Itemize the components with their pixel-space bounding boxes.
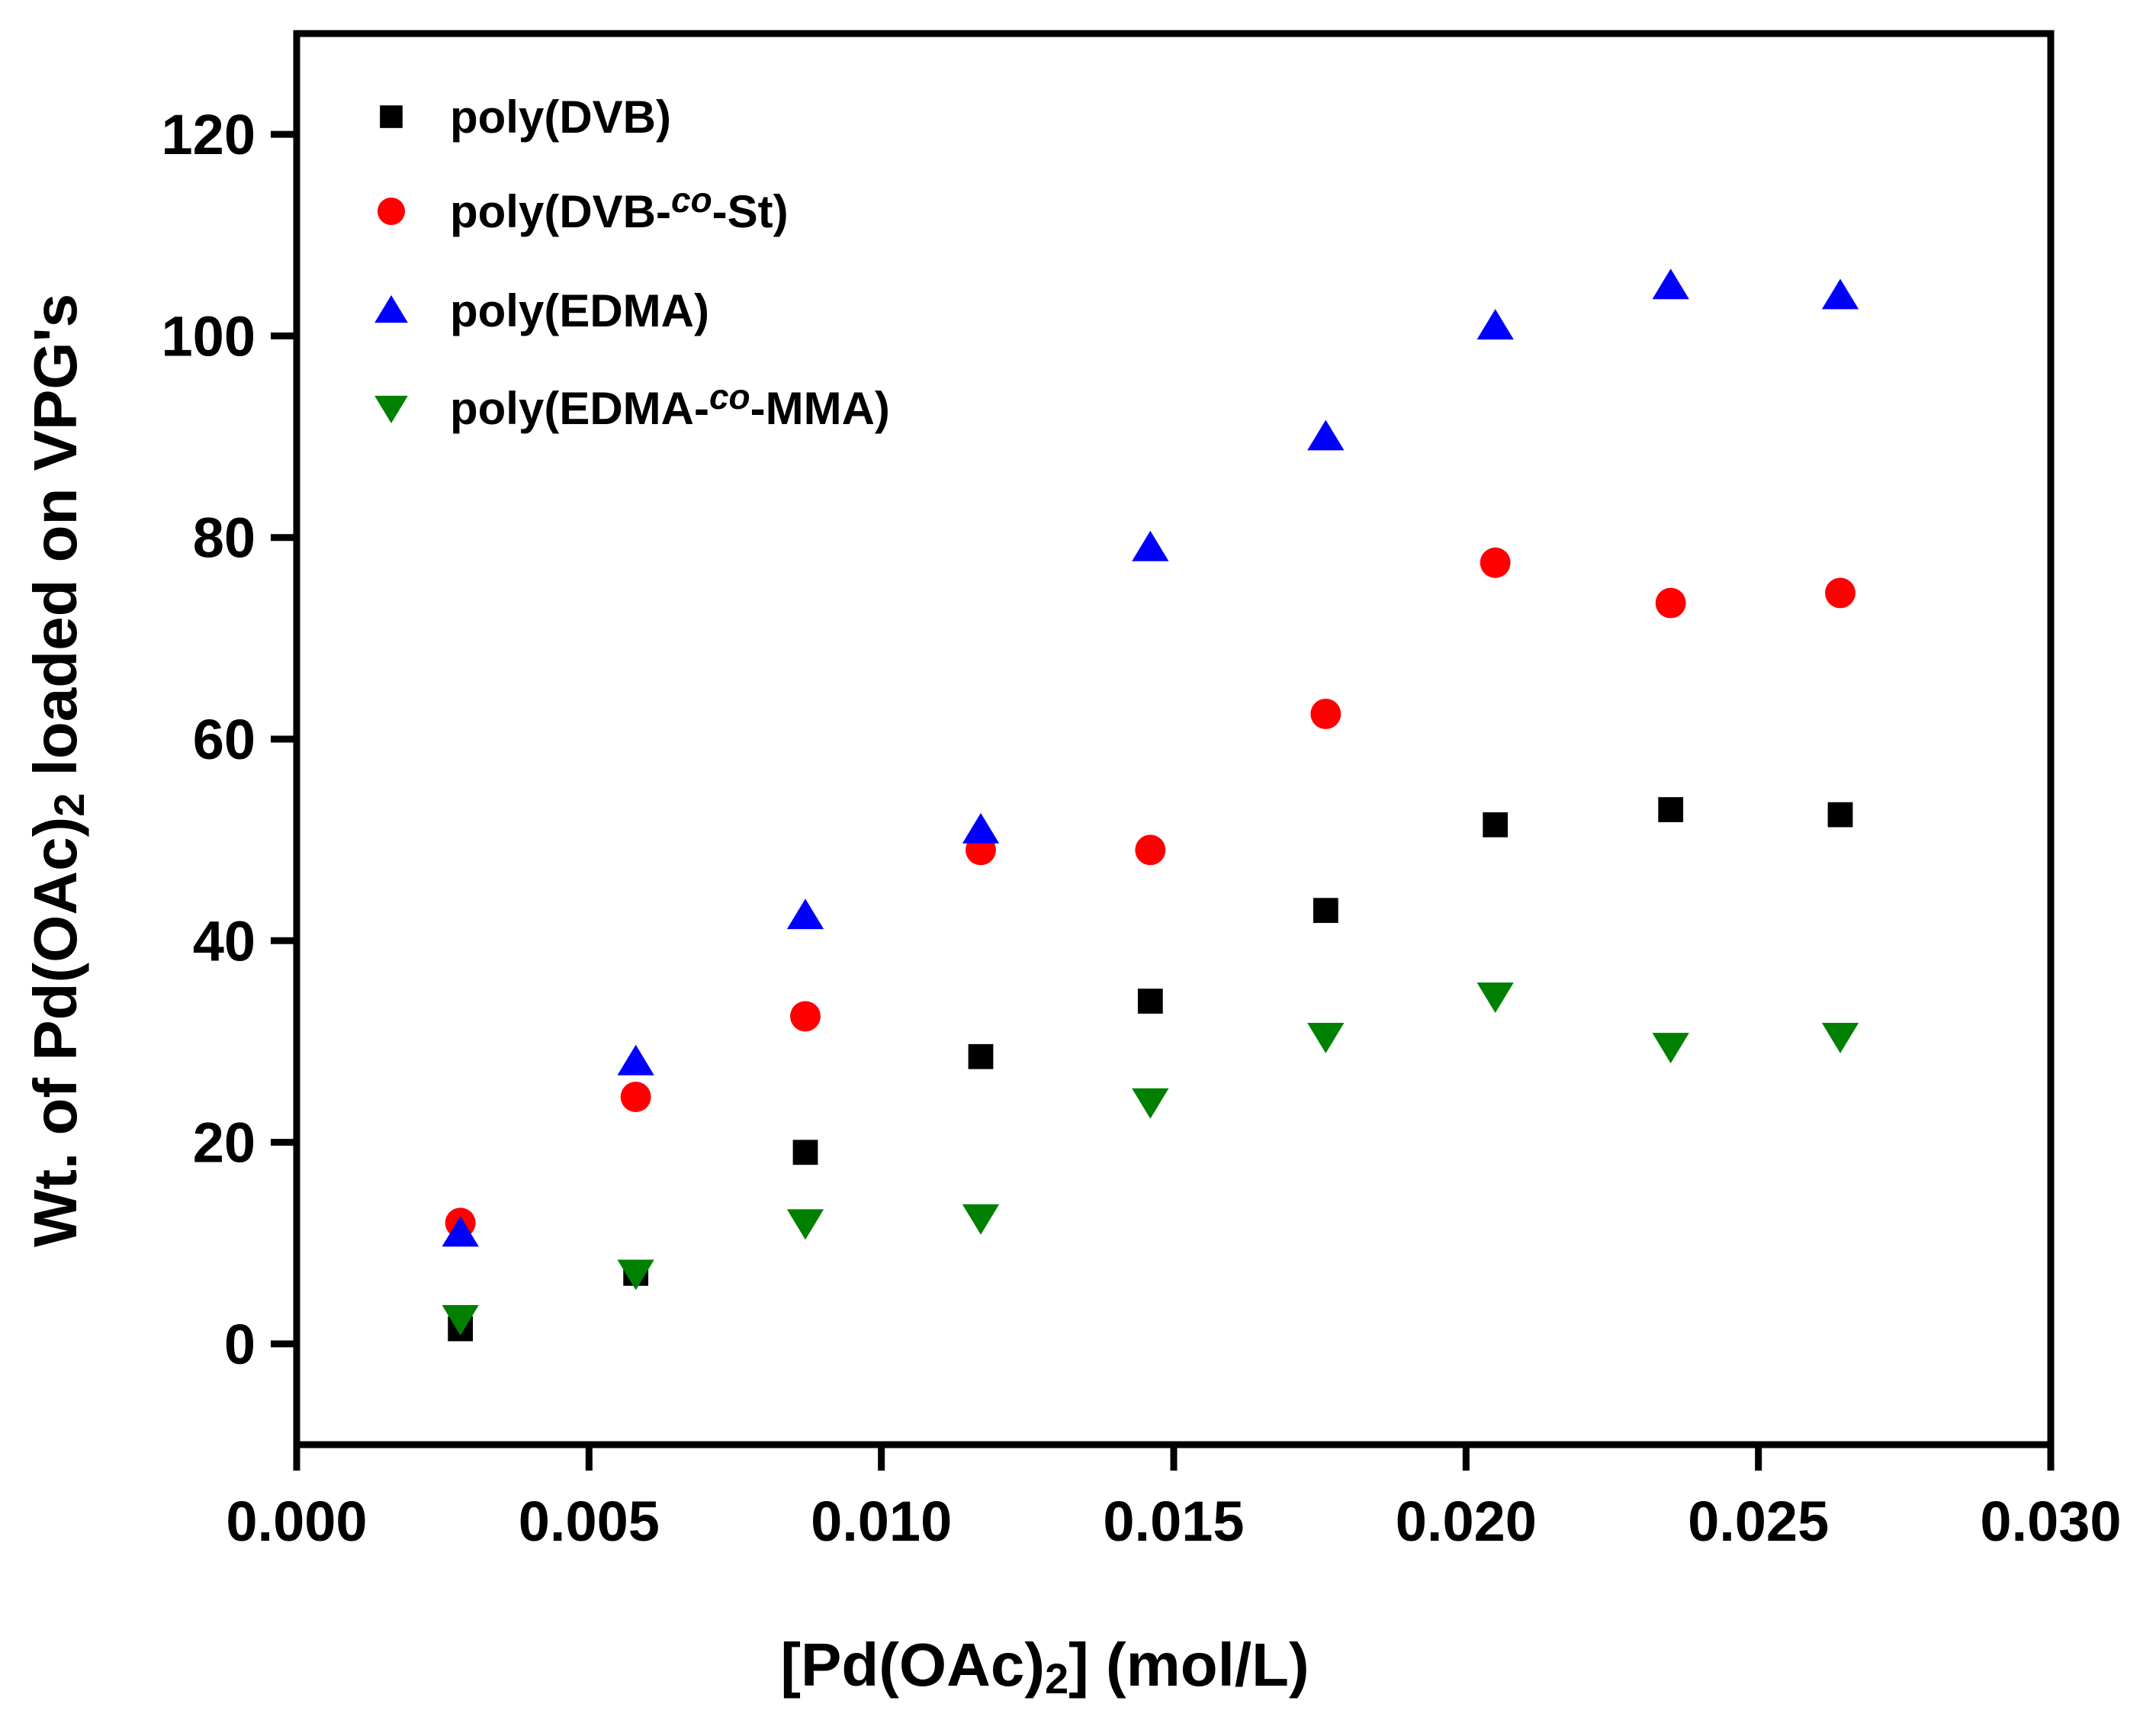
data-point-square	[1137, 989, 1163, 1014]
y-axis-title: Wt. of Pd(OAc)2 loaded on VPG's	[21, 294, 93, 1247]
x-axis-title-sub: 2	[1045, 1654, 1068, 1702]
legend-marker-square	[380, 105, 403, 128]
data-point-triangle-up	[617, 1044, 654, 1075]
legend-label: poly(EDMA)	[450, 285, 709, 336]
legend-marker-circle	[377, 197, 406, 226]
data-point-triangle-up	[442, 1216, 479, 1247]
x-axis-title: [Pd(OAc)2] (mol/L)	[780, 1631, 1309, 1702]
data-point-triangle-down	[1307, 1022, 1345, 1053]
y-tick-label: 100	[162, 304, 255, 368]
data-point-triangle-down	[1476, 982, 1514, 1014]
data-point-circle	[1655, 587, 1686, 619]
data-point-triangle-down	[1652, 1033, 1689, 1064]
x-tick-label: 0.030	[1980, 1490, 2121, 1553]
data-point-square	[968, 1043, 994, 1069]
x-tick-label: 0.010	[811, 1490, 952, 1553]
data-point-circle	[1135, 834, 1166, 866]
x-axis: 0.000 0.005 0.010 0.015 0.020 0.025 0.030	[226, 1445, 2122, 1553]
data-point-triangle-up	[962, 812, 1000, 844]
y-tick-label: 80	[193, 506, 255, 570]
data-point-circle	[1310, 699, 1341, 729]
legend-marker-triangle-up	[374, 295, 408, 323]
y-axis-title-pre: Wt. of Pd(OAc)	[21, 817, 89, 1247]
legend-label: poly(DVB-co-St)	[450, 180, 789, 237]
plot-frame	[293, 30, 2055, 1448]
x-tick-label: 0.005	[519, 1490, 660, 1553]
y-tick-label: 40	[193, 909, 255, 973]
data-point-triangle-up	[1476, 309, 1514, 340]
y-tick-label: 0	[224, 1313, 255, 1376]
x-tick-label: 0.025	[1688, 1490, 1829, 1553]
y-axis-title-post: loaded on VPG's	[21, 294, 89, 793]
data-point-square	[1483, 812, 1509, 837]
data-point-circle	[790, 1001, 821, 1032]
data-point-circle	[1825, 577, 1856, 609]
data-point-triangle-down	[1132, 1088, 1169, 1119]
data-point-triangle-down	[1821, 1022, 1859, 1053]
x-axis-title-pre: [Pd(OAc)	[780, 1631, 1045, 1699]
data-point-square	[1827, 802, 1853, 828]
data-point-triangle-down	[617, 1259, 654, 1291]
data-point-triangle-down	[962, 1204, 1000, 1235]
data-point-triangle-up	[786, 899, 824, 930]
data-point-triangle-down	[786, 1209, 824, 1240]
data-point-triangle-up	[1821, 278, 1859, 310]
data-point-square	[1313, 898, 1338, 924]
y-tick-label: 60	[193, 708, 255, 771]
legend-marker-triangle-down	[374, 395, 408, 423]
x-tick-label: 0.000	[226, 1490, 367, 1553]
legend: poly(DVB) poly(DVB-co-St) poly(EDMA) poly(E…	[374, 92, 890, 434]
data-point-circle	[1480, 547, 1511, 578]
data-point-circle	[620, 1082, 651, 1113]
x-tick-label: 0.015	[1103, 1490, 1244, 1553]
y-axis-title-sub: 2	[45, 793, 93, 817]
x-axis-title-post: ] (mol/L)	[1068, 1631, 1309, 1699]
y-tick-label: 20	[193, 1111, 255, 1175]
data-point-triangle-up	[1132, 530, 1169, 561]
data-point-triangle-up	[1652, 268, 1689, 300]
data-point-square	[792, 1140, 818, 1165]
y-tick-label: 120	[162, 103, 255, 166]
data-points	[442, 268, 1859, 1342]
data-point-triangle-down	[442, 1304, 479, 1336]
x-tick-label: 0.020	[1396, 1490, 1537, 1553]
data-point-triangle-up	[1307, 420, 1345, 451]
data-point-square	[1658, 797, 1684, 822]
legend-label: poly(EDMA-co-MMA)	[450, 377, 890, 434]
legend-label: poly(DVB)	[450, 92, 671, 143]
y-axis: 0 20 40 60 80 100 120	[162, 103, 297, 1376]
